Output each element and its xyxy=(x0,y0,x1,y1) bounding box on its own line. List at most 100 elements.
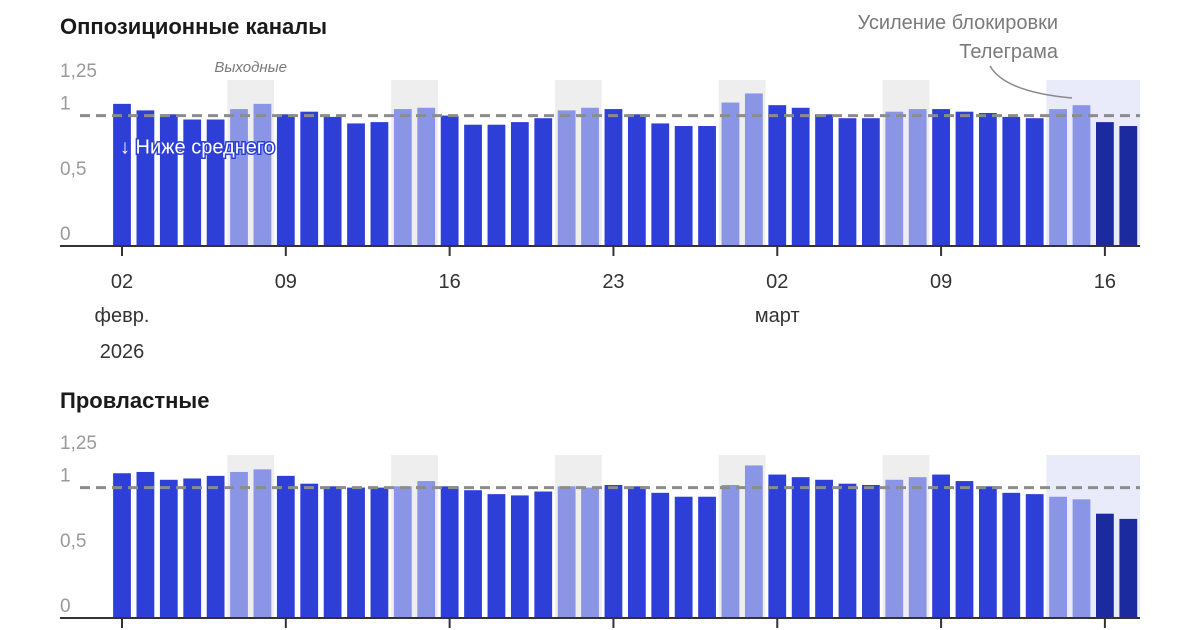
bar xyxy=(651,492,670,618)
chart-title-opposition: Оппозиционные каналы xyxy=(60,14,328,39)
bar xyxy=(417,107,436,246)
bar xyxy=(932,109,950,246)
bar xyxy=(955,111,974,246)
bar xyxy=(1049,496,1067,618)
bar xyxy=(557,110,576,246)
bar xyxy=(1072,105,1091,246)
bar xyxy=(370,487,389,618)
bar xyxy=(581,487,599,618)
y-tick-label: 1,25 xyxy=(60,61,97,82)
bar xyxy=(674,126,693,246)
bar xyxy=(885,111,904,246)
bar xyxy=(136,471,155,618)
x-tick-sublabel: февр. xyxy=(95,305,150,327)
y-tick-label: 1,25 xyxy=(60,433,97,454)
bar xyxy=(815,479,833,618)
y-tick-label: 1 xyxy=(60,94,71,115)
bar xyxy=(768,474,787,618)
blocking-annotation-line1: Усиление блокировки xyxy=(857,12,1058,34)
bar xyxy=(159,114,178,247)
bar xyxy=(1002,116,1021,247)
x-tick-sublabel: 2026 xyxy=(100,341,145,363)
bar xyxy=(1096,122,1114,246)
bar xyxy=(1025,494,1044,618)
blocking-annotation-connector xyxy=(989,65,1073,99)
bar xyxy=(183,119,202,246)
x-tick-label: 09 xyxy=(275,271,297,293)
bar xyxy=(440,486,459,618)
bar xyxy=(885,479,904,618)
x-tick-label: 16 xyxy=(1094,271,1116,293)
bar xyxy=(253,469,272,618)
bar xyxy=(323,486,342,618)
bar xyxy=(300,111,319,246)
bar xyxy=(1072,499,1091,618)
bar xyxy=(487,494,506,618)
bar xyxy=(464,124,482,246)
bar xyxy=(1049,109,1067,246)
bar xyxy=(136,110,155,246)
bar xyxy=(417,481,436,618)
x-tick-label: 09 xyxy=(930,271,952,293)
bar xyxy=(1025,118,1044,246)
bar xyxy=(932,474,950,618)
bar xyxy=(183,478,202,618)
y-tick-label: 0,5 xyxy=(60,531,86,552)
bar xyxy=(393,109,412,246)
bar xyxy=(206,475,225,618)
bar xyxy=(300,483,319,618)
bar xyxy=(604,484,623,618)
blocking-annotation-line2: Телеграма xyxy=(959,41,1059,63)
opposition-channels-chart: 0 0,5 1 1,25 02 февр. 2026 09 16 23 02 март 09 16 Выхо… xyxy=(60,12,1140,363)
bar xyxy=(627,114,646,247)
bar xyxy=(487,124,506,246)
bar xyxy=(861,118,880,246)
bar xyxy=(955,481,974,618)
bar xyxy=(651,123,670,246)
bar xyxy=(510,495,529,618)
bar xyxy=(744,93,763,246)
bar xyxy=(604,109,623,246)
bar xyxy=(791,477,810,618)
bar xyxy=(534,118,553,246)
bar xyxy=(1096,513,1114,618)
bar xyxy=(627,486,646,618)
bar xyxy=(978,486,997,618)
bar xyxy=(768,105,787,246)
bar xyxy=(113,103,131,246)
y-tick-label: 0 xyxy=(60,596,71,617)
bar xyxy=(791,107,810,246)
bar xyxy=(557,486,576,618)
weekend-label: Выходные xyxy=(214,59,287,76)
bar xyxy=(908,477,927,618)
bar xyxy=(721,102,740,246)
bar xyxy=(838,118,857,246)
bar xyxy=(510,122,529,246)
bar xyxy=(581,107,599,246)
bar xyxy=(721,484,740,618)
bar xyxy=(206,119,225,246)
below-average-label: ↓ Ниже среднего xyxy=(120,137,275,159)
y-tick-label: 0 xyxy=(60,224,71,245)
x-tick-label: 23 xyxy=(602,271,624,293)
bar xyxy=(1119,518,1138,618)
x-tick-label: 02 xyxy=(766,271,788,293)
bar xyxy=(323,116,342,247)
bar xyxy=(534,491,553,618)
bar xyxy=(230,109,248,246)
bar xyxy=(744,465,763,618)
bar xyxy=(347,487,365,618)
x-tick-label: 16 xyxy=(439,271,461,293)
bar xyxy=(393,486,412,618)
bar xyxy=(370,122,389,246)
bar xyxy=(230,471,248,618)
bar xyxy=(347,123,365,246)
bar xyxy=(861,484,880,618)
bar xyxy=(159,479,178,618)
chart-title-pro-government: Провластные xyxy=(60,388,210,413)
bar xyxy=(1002,492,1021,618)
bar xyxy=(464,490,482,618)
x-tick-label: 02 xyxy=(111,271,133,293)
bar xyxy=(908,109,927,246)
